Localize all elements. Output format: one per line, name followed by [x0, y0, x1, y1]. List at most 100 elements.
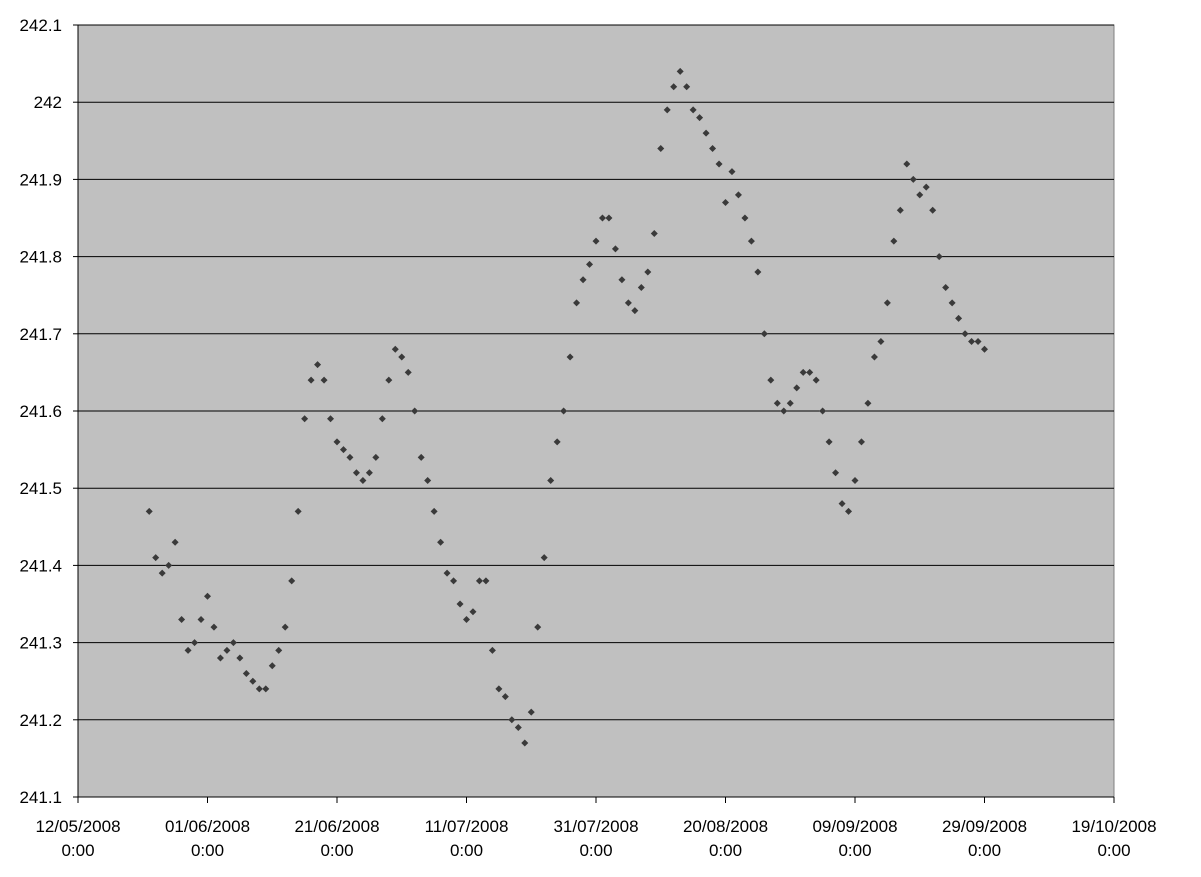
- point: [851, 476, 859, 484]
- point: [857, 438, 865, 446]
- point: [275, 646, 283, 654]
- point: [592, 237, 600, 245]
- point: [689, 106, 697, 114]
- point: [437, 538, 445, 546]
- point: [553, 438, 561, 446]
- point: [210, 623, 218, 631]
- y-tick-label: 241.8: [19, 248, 62, 267]
- point: [650, 229, 658, 237]
- x-tick-label-line: 0:00: [709, 841, 742, 860]
- point: [754, 268, 762, 276]
- point: [229, 639, 237, 647]
- point: [922, 183, 930, 191]
- x-tick-label: 12/05/2008 0:00: [35, 817, 120, 860]
- point: [560, 407, 568, 415]
- point: [819, 407, 827, 415]
- point: [741, 214, 749, 222]
- point: [463, 615, 470, 623]
- point: [281, 623, 289, 631]
- point: [773, 399, 781, 407]
- point: [579, 276, 587, 284]
- point: [955, 314, 963, 322]
- point: [191, 639, 199, 647]
- point: [586, 260, 594, 268]
- x-tick-label-line: 09/09/2008: [812, 817, 897, 836]
- y-tick-label: 241.5: [19, 479, 62, 498]
- point: [488, 646, 496, 654]
- point: [734, 191, 742, 199]
- x-tick-label-line: 21/06/2008: [294, 817, 379, 836]
- x-tick-label-line: 0:00: [450, 841, 483, 860]
- point: [301, 415, 309, 423]
- point: [262, 685, 270, 693]
- point: [974, 338, 982, 346]
- point: [715, 160, 723, 168]
- point: [223, 646, 231, 654]
- point: [469, 608, 477, 616]
- point: [644, 268, 652, 276]
- x-tick-label: 31/07/2008 0:00: [553, 817, 638, 860]
- y-tick-label: 241.3: [19, 634, 62, 653]
- point: [942, 283, 950, 291]
- point: [637, 283, 645, 291]
- point: [663, 106, 671, 114]
- point: [339, 446, 347, 454]
- point: [333, 438, 341, 446]
- point: [877, 338, 885, 346]
- point: [631, 307, 639, 315]
- point: [268, 662, 276, 670]
- point: [747, 237, 755, 245]
- point: [404, 368, 412, 376]
- x-tick-label-line: 0:00: [61, 841, 94, 860]
- point: [236, 654, 244, 662]
- y-tick-label: 241.9: [19, 170, 62, 189]
- point: [197, 615, 205, 623]
- point: [722, 199, 729, 207]
- point: [320, 376, 328, 384]
- x-tick-label: 09/09/2008 0:00: [812, 817, 897, 860]
- point: [527, 708, 535, 716]
- y-tick-label: 241.4: [19, 556, 62, 575]
- point: [864, 399, 872, 407]
- point: [171, 538, 179, 546]
- point: [242, 669, 250, 677]
- x-tick-label-line: 01/06/2008: [165, 817, 250, 836]
- x-tick-label: 21/06/2008 0:00: [294, 817, 379, 860]
- x-tick-label-line: 0:00: [1097, 841, 1130, 860]
- point: [391, 345, 399, 353]
- point: [456, 600, 464, 608]
- point: [547, 476, 555, 484]
- point: [786, 399, 794, 407]
- point: [948, 299, 956, 307]
- x-tick-label-line: 12/05/2008: [35, 817, 120, 836]
- point: [424, 476, 432, 484]
- point: [385, 376, 393, 384]
- point: [255, 685, 263, 693]
- point: [450, 577, 458, 585]
- point: [398, 353, 406, 361]
- point: [903, 160, 911, 168]
- point: [832, 469, 840, 477]
- x-tick-label-line: 29/09/2008: [942, 817, 1027, 836]
- point: [683, 83, 691, 91]
- point: [359, 476, 367, 484]
- y-tick-label: 241.6: [19, 402, 62, 421]
- point: [909, 175, 917, 183]
- point: [799, 368, 807, 376]
- point: [825, 438, 833, 446]
- x-tick-label-line: 0:00: [320, 841, 353, 860]
- point: [204, 592, 211, 600]
- x-tick-label-line: 19/10/2008: [1071, 817, 1156, 836]
- point: [288, 577, 296, 585]
- point: [475, 577, 483, 585]
- point: [152, 554, 160, 562]
- point: [501, 693, 509, 701]
- point: [611, 245, 619, 253]
- point: [294, 507, 302, 515]
- point: [968, 338, 976, 346]
- point: [482, 577, 490, 585]
- point: [430, 507, 438, 515]
- point: [534, 623, 542, 631]
- point: [896, 206, 904, 214]
- point: [411, 407, 419, 415]
